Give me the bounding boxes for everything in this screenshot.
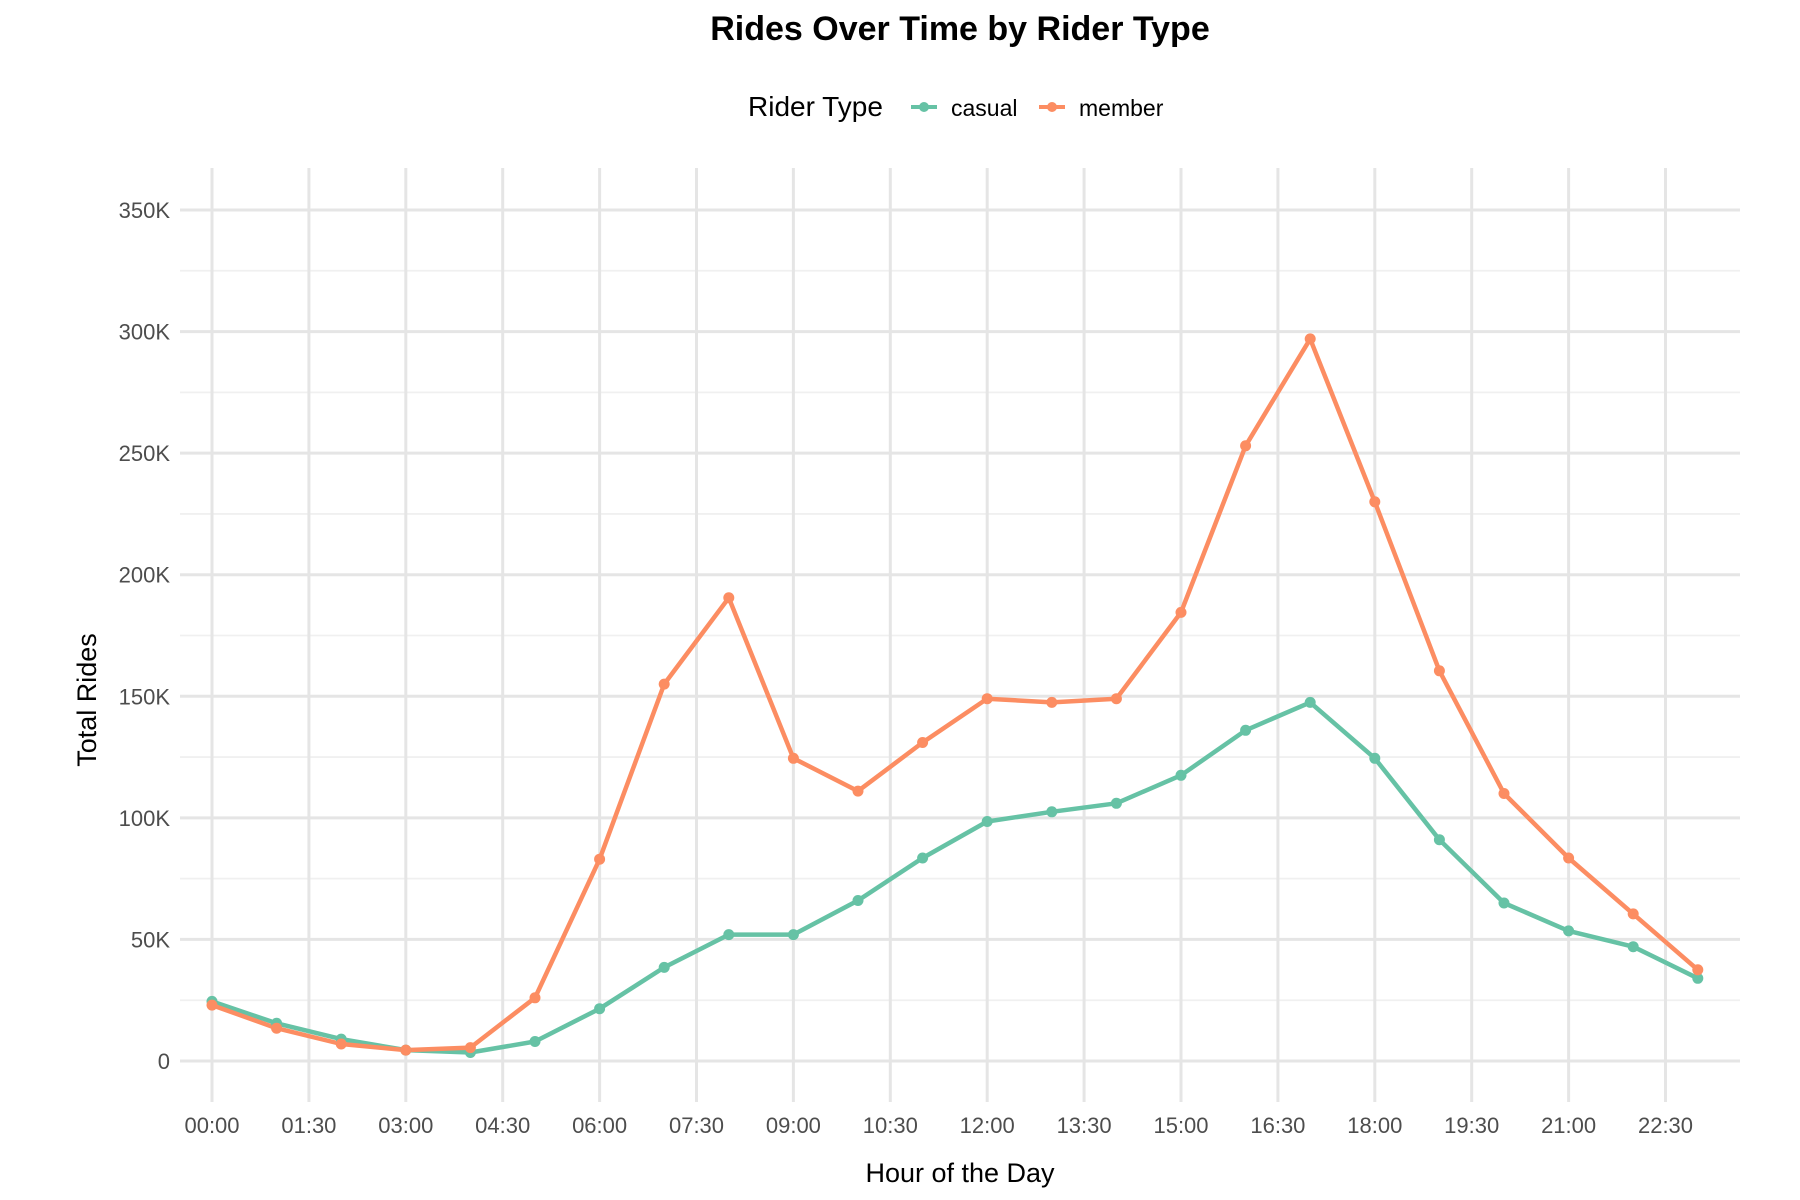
data-point-member [1304, 333, 1316, 345]
y-axis-title: Total Rides [72, 633, 102, 767]
legend: Rider Type casual member [748, 91, 1164, 122]
legend-marker-casual [919, 102, 929, 112]
data-point-member [1046, 696, 1058, 708]
data-point-casual [1498, 897, 1510, 909]
data-point-casual [1110, 797, 1122, 809]
chart-title: Rides Over Time by Rider Type [710, 10, 1209, 48]
data-point-casual [917, 852, 929, 864]
series-lines [209, 336, 1701, 1055]
plot-area [180, 168, 1740, 1102]
data-point-member [206, 999, 218, 1011]
data-point-casual [852, 895, 864, 906]
x-tick-label: 03:00 [378, 1113, 433, 1138]
data-point-member [852, 785, 864, 797]
data-point-member [271, 1022, 283, 1034]
x-tick-label: 04:30 [475, 1113, 530, 1138]
data-point-casual [1563, 925, 1575, 937]
data-point-casual [1627, 941, 1639, 953]
series-line-member [209, 336, 1701, 1053]
data-point-member [1692, 964, 1704, 976]
data-point-member [981, 693, 993, 705]
data-point-casual [1175, 769, 1187, 781]
x-tick-label: 22:30 [1638, 1113, 1693, 1138]
data-point-member [1498, 788, 1510, 799]
data-point-casual [1433, 834, 1445, 846]
data-point-casual [787, 929, 799, 941]
data-point-casual [981, 816, 993, 827]
legend-marker-member [1047, 102, 1057, 112]
data-point-casual [1046, 806, 1058, 818]
data-point-member [917, 737, 929, 748]
data-point-member [335, 1038, 347, 1050]
x-tick-label: 09:00 [766, 1113, 821, 1138]
x-tick-label: 12:00 [960, 1113, 1015, 1138]
x-axis-ticks: 00:00 01:30 03:00 04:30 06:00 07:30 09:00 10:30… [184, 1113, 1693, 1138]
y-tick-label: 50K [131, 927, 170, 952]
legend-item-casual: casual [911, 95, 1017, 121]
data-point-member [1563, 852, 1575, 864]
data-point-member [1240, 440, 1252, 452]
y-tick-label: 250K [119, 441, 171, 466]
x-tick-label: 06:00 [572, 1113, 627, 1138]
x-tick-label: 16:30 [1250, 1113, 1305, 1138]
data-point-member [594, 853, 606, 865]
x-tick-label: 21:00 [1541, 1113, 1596, 1138]
data-point-casual [723, 929, 735, 941]
data-point-member [1110, 693, 1122, 705]
x-axis-title: Hour of the Day [865, 1158, 1055, 1188]
data-point-member [1369, 496, 1381, 508]
legend-label-casual: casual [951, 95, 1017, 121]
y-tick-label: 350K [119, 198, 171, 223]
x-tick-label: 01:30 [281, 1113, 336, 1138]
data-point-member [400, 1044, 412, 1056]
x-tick-label: 07:30 [669, 1113, 724, 1138]
series-points [206, 333, 1704, 1058]
data-point-member [1175, 606, 1187, 618]
y-tick-label: 0 [158, 1049, 170, 1074]
data-point-casual [1240, 724, 1252, 736]
data-point-casual [1369, 752, 1381, 764]
data-point-member [658, 678, 670, 690]
data-point-member [464, 1042, 476, 1054]
x-tick-label: 10:30 [863, 1113, 918, 1138]
x-tick-label: 19:30 [1444, 1113, 1499, 1138]
y-axis-ticks: 0 50K 100K 150K 200K 250K 300K 350K [119, 198, 171, 1074]
legend-item-member: member [1039, 95, 1164, 121]
x-tick-label: 15:00 [1153, 1113, 1208, 1138]
y-tick-label: 200K [119, 563, 171, 588]
x-tick-label: 13:30 [1057, 1113, 1112, 1138]
legend-title: Rider Type [748, 91, 883, 122]
data-point-casual [1304, 696, 1316, 708]
y-tick-label: 300K [119, 320, 171, 345]
y-tick-label: 150K [119, 684, 171, 709]
data-point-casual [1692, 972, 1704, 984]
data-point-casual [594, 1003, 606, 1015]
data-point-member [1433, 665, 1445, 677]
data-point-casual [658, 961, 670, 973]
grid [180, 168, 1740, 1102]
x-tick-label: 18:00 [1347, 1113, 1402, 1138]
data-point-member [723, 592, 735, 604]
data-point-member [529, 992, 541, 1004]
series-line-casual [209, 700, 1701, 1055]
y-tick-label: 100K [119, 806, 171, 831]
data-point-member [787, 752, 799, 764]
data-point-casual [529, 1036, 541, 1047]
data-point-member [1627, 908, 1639, 920]
x-tick-label: 00:00 [184, 1113, 239, 1138]
legend-label-member: member [1079, 95, 1164, 121]
